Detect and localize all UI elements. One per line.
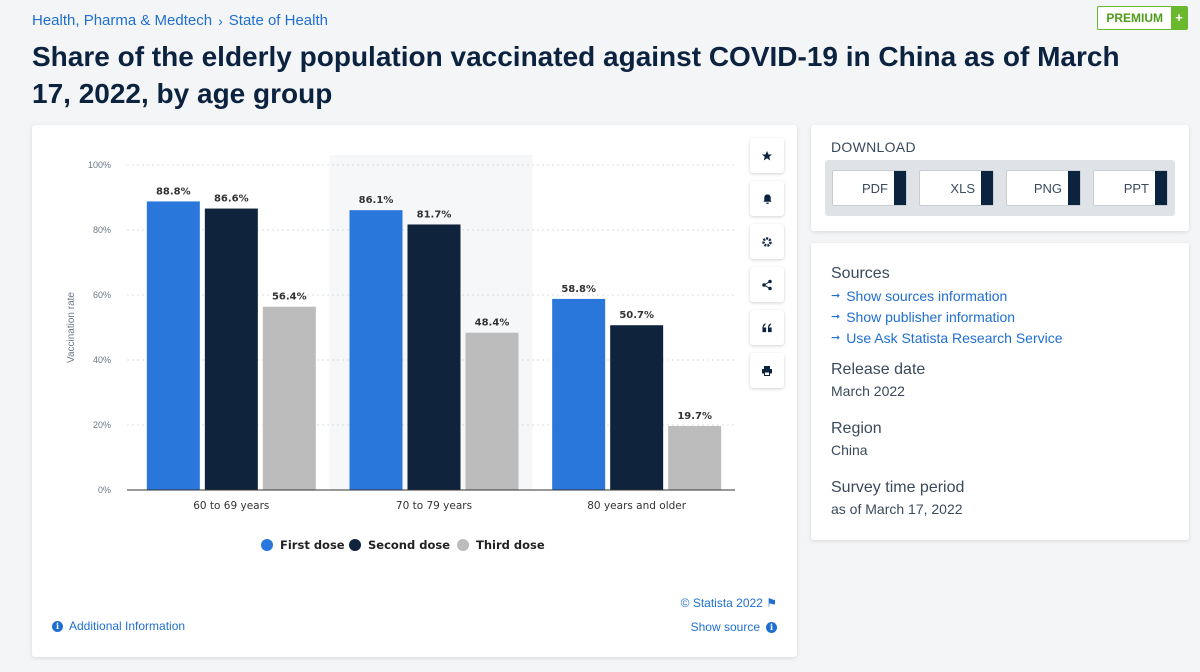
show-sources-link[interactable]: ➞ Show sources information: [831, 286, 1169, 307]
legend-label: First dose: [280, 538, 345, 552]
survey-period-value: as of March 17, 2022: [831, 501, 963, 517]
breadcrumb-item-health[interactable]: Health, Pharma & Medtech: [32, 12, 213, 29]
bar: [349, 210, 403, 491]
data-label: 19.7%: [677, 411, 712, 422]
download-title: DOWNLOAD: [831, 139, 916, 155]
share-icon: [762, 279, 772, 290]
gear-icon: [762, 236, 772, 247]
page-title: Share of the elderly population vaccinat…: [32, 41, 1120, 109]
release-date-heading: Release date: [831, 361, 926, 378]
data-label: 81.7%: [417, 209, 452, 220]
survey-period-heading: Survey time period: [831, 479, 965, 496]
premium-badge[interactable]: PREMIUM +: [1097, 6, 1188, 30]
x-tick-label: 60 to 69 years: [193, 500, 269, 512]
chart-card: 0% 20% 40% 60% 80% 100% Vaccination rate 88.8% 8…: [32, 125, 797, 657]
bar: [668, 425, 722, 490]
y-tick-label: 100%: [88, 160, 111, 170]
data-label: 50.7%: [619, 310, 654, 321]
premium-label: PREMIUM: [1106, 11, 1163, 25]
bar: [407, 224, 461, 490]
y-tick-label: 80%: [93, 225, 111, 235]
bar: [610, 325, 664, 490]
download-buttons: PDF XLS PNG PPT: [825, 160, 1175, 216]
download-xls-button[interactable]: XLS: [919, 170, 994, 206]
breadcrumb: Health, Pharma & Medtech › State of Heal…: [32, 12, 328, 29]
y-tick-label: 20%: [93, 420, 111, 430]
data-label: 86.1%: [359, 195, 394, 206]
print-icon: [762, 365, 772, 376]
bar-chart: 0% 20% 40% 60% 80% 100% Vaccination rate 88.8% 8…: [66, 155, 735, 552]
star-icon: [762, 150, 772, 160]
data-label: 48.4%: [475, 318, 510, 329]
breadcrumb-item-state-of-health[interactable]: State of Health: [228, 12, 328, 29]
bar: [465, 332, 519, 490]
plus-icon: +: [1171, 7, 1187, 29]
download-png-button[interactable]: PNG: [1006, 170, 1081, 206]
bar: [552, 298, 606, 490]
favorite-button[interactable]: [750, 138, 784, 173]
data-label: 86.6%: [214, 194, 249, 205]
show-publisher-link[interactable]: ➞ Show publisher information: [831, 307, 1169, 328]
download-card: DOWNLOAD PDF XLS PNG PPT: [811, 125, 1189, 231]
notification-button[interactable]: [750, 181, 784, 216]
copyright-label: © Statista 2022: [680, 596, 763, 610]
sources-heading: Sources: [831, 265, 890, 282]
quote-icon: [761, 322, 772, 332]
y-tick-label: 0%: [98, 485, 111, 495]
info-icon: i: [766, 621, 777, 633]
bar: [146, 201, 200, 490]
copyright[interactable]: © Statista 2022 ⚑: [681, 596, 777, 610]
data-label: 58.8%: [561, 284, 596, 295]
release-date-value: March 2022: [831, 383, 905, 399]
x-tick-label: 80 years and older: [587, 500, 686, 512]
info-card: Sources ➞ Show sources information ➞ Show …: [811, 243, 1189, 540]
cite-button[interactable]: [750, 310, 784, 345]
legend-label: Third dose: [476, 538, 545, 552]
download-ppt-button[interactable]: PPT: [1093, 170, 1168, 206]
data-label: 56.4%: [272, 292, 307, 303]
y-tick-label: 40%: [93, 355, 111, 365]
chart-toolbar: [750, 138, 784, 388]
y-tick-label: 60%: [93, 290, 111, 300]
bar: [262, 306, 316, 490]
arrow-right-icon: ➞: [831, 290, 841, 302]
show-source-label: Show source: [690, 620, 760, 634]
y-axis-label: Vaccination rate: [66, 292, 77, 363]
legend-marker: [349, 539, 361, 551]
show-source-link[interactable]: Show source i: [691, 620, 777, 634]
region-heading: Region: [831, 420, 882, 437]
ask-statista-label: Use Ask Statista Research Service: [846, 330, 1063, 346]
additional-info-link[interactable]: i Additional Information: [52, 619, 185, 633]
additional-info-label: Additional Information: [69, 619, 186, 633]
legend-label: Second dose: [368, 538, 450, 552]
legend-marker: [261, 539, 273, 551]
ask-statista-link[interactable]: ➞ Use Ask Statista Research Service: [831, 328, 1169, 349]
legend-marker: [457, 539, 469, 551]
flag-icon: ⚑: [766, 596, 777, 610]
region-value: China: [831, 442, 868, 458]
show-publisher-label: Show publisher information: [846, 309, 1016, 325]
arrow-right-icon: ➞: [831, 332, 841, 344]
data-label: 88.8%: [156, 186, 191, 197]
share-button[interactable]: [750, 267, 784, 302]
print-button[interactable]: [750, 353, 784, 388]
bell-icon: [762, 193, 772, 204]
download-pdf-button[interactable]: PDF: [832, 170, 907, 206]
settings-button[interactable]: [750, 224, 784, 259]
show-sources-label: Show sources information: [846, 288, 1008, 304]
breadcrumb-separator: ›: [218, 12, 223, 29]
info-icon: i: [52, 620, 63, 632]
arrow-right-icon: ➞: [831, 311, 841, 323]
x-tick-label: 70 to 79 years: [396, 500, 472, 512]
bar: [204, 208, 258, 491]
